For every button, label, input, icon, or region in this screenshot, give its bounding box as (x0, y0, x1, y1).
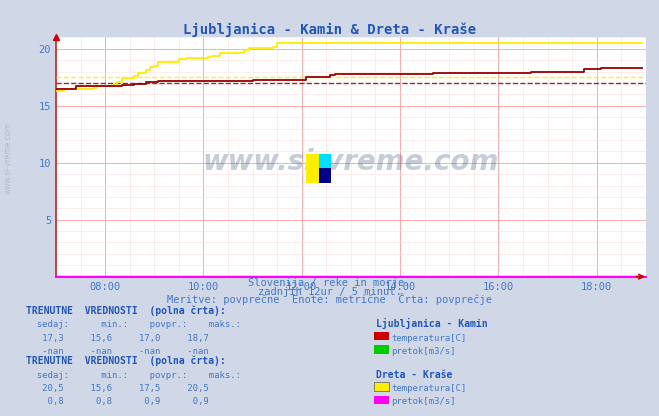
Text: temperatura[C]: temperatura[C] (391, 334, 467, 343)
Text: pretok[m3/s]: pretok[m3/s] (391, 347, 456, 356)
Text: TRENUTNE  VREDNOSTI  (polna črta):: TRENUTNE VREDNOSTI (polna črta): (26, 356, 226, 366)
Text: 0,8      0,8      0,9      0,9: 0,8 0,8 0,9 0,9 (26, 397, 209, 406)
Text: Ljubljanica - Kamin: Ljubljanica - Kamin (376, 318, 487, 329)
Text: Meritve: povprečne  Enote: metrične  Črta: povprečje: Meritve: povprečne Enote: metrične Črta:… (167, 293, 492, 305)
Text: zadnjih 12ur / 5 minut.: zadnjih 12ur / 5 minut. (258, 287, 401, 297)
Text: sedaj:      min.:    povpr.:    maks.:: sedaj: min.: povpr.: maks.: (26, 371, 241, 380)
Text: temperatura[C]: temperatura[C] (391, 384, 467, 393)
Text: TRENUTNE  VREDNOSTI  (polna črta):: TRENUTNE VREDNOSTI (polna črta): (26, 306, 226, 316)
Text: www.si-vreme.com: www.si-vreme.com (3, 122, 13, 194)
Text: sedaj:      min.:    povpr.:    maks.:: sedaj: min.: povpr.: maks.: (26, 320, 241, 329)
Text: pretok[m3/s]: pretok[m3/s] (391, 397, 456, 406)
Text: Slovenija / reke in morje.: Slovenija / reke in morje. (248, 278, 411, 288)
Text: www.si-vreme.com: www.si-vreme.com (203, 148, 499, 176)
Text: -nan     -nan     -nan     -nan: -nan -nan -nan -nan (26, 347, 209, 356)
Text: 17,3     15,6     17,0     18,7: 17,3 15,6 17,0 18,7 (26, 334, 209, 343)
Text: 20,5     15,6     17,5     20,5: 20,5 15,6 17,5 20,5 (26, 384, 209, 393)
Text: Dreta - Kraše: Dreta - Kraše (376, 370, 452, 380)
Text: Ljubljanica - Kamin & Dreta - Kraše: Ljubljanica - Kamin & Dreta - Kraše (183, 23, 476, 37)
